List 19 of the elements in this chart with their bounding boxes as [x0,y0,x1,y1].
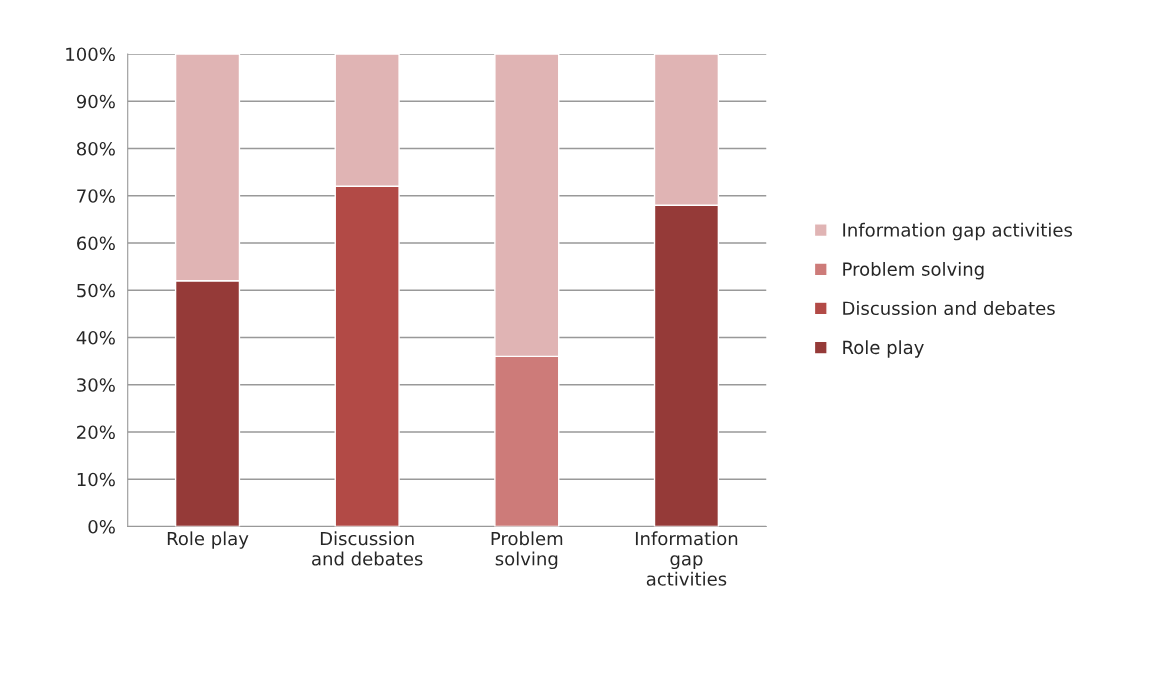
legend-label: Discussion and debates [843,301,1055,316]
x-tick-label: Information gap activities [635,531,738,586]
x-tick-label: Discussion and debates [312,531,423,566]
y-tick-label: 60% [77,236,115,251]
y-tick-label: 20% [77,425,115,440]
x-tick-label: Role play [167,531,249,549]
y-tick-label: 40% [76,330,115,345]
x-tick-label: Problem solving [491,531,563,570]
legend-label: Information gap activities [843,222,1073,241]
y-tick-label: 90% [76,94,115,109]
y-tick-label: 100% [66,47,115,62]
y-tick-label: 80% [77,141,115,156]
y-tick-label: 10% [77,472,115,487]
legend-label: Problem solving [843,261,984,280]
y-tick-label: 70% [77,189,115,203]
legend-label: Role play [843,340,924,358]
y-tick-label: 0% [88,519,115,534]
y-tick-label: 30% [77,378,115,392]
y-tick-label: 50% [77,283,115,298]
